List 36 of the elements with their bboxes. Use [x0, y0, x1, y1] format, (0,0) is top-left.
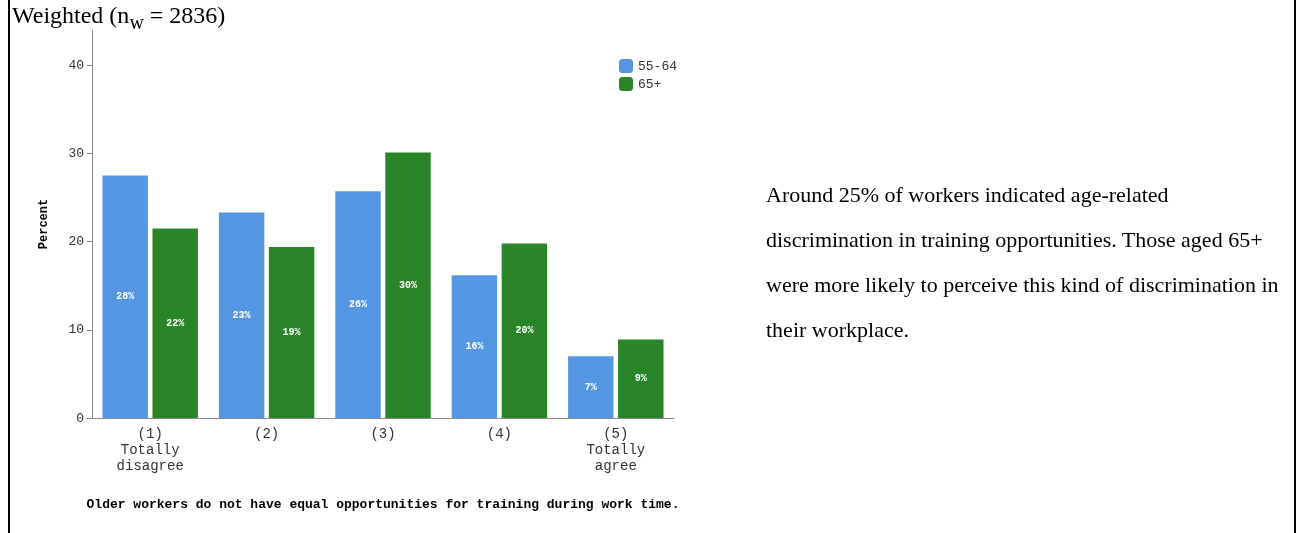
y-tick-label: 30 — [68, 145, 84, 161]
data-label: 7% — [584, 381, 597, 393]
data-label: 28% — [116, 291, 135, 303]
legend-label: 65+ — [637, 76, 662, 92]
x-tick-label: (5) Totally agree — [586, 426, 646, 474]
data-label: 20% — [515, 325, 534, 337]
data-label: 26% — [348, 299, 368, 311]
legend-label: 55-64 — [637, 58, 678, 74]
y-tick-label: 40 — [68, 57, 84, 73]
x-tick-label: (2) — [253, 426, 280, 442]
data-label: 23% — [232, 309, 251, 321]
y-axis-title: Percent — [37, 198, 51, 250]
bar — [618, 339, 664, 418]
x-axis-title: Older workers do not have equal opportunities for training during work time. — [86, 496, 680, 512]
data-label: 16% — [465, 341, 484, 353]
y-tick-label: 20 — [68, 234, 84, 250]
y-tick-label: 10 — [68, 322, 84, 338]
bar — [218, 212, 265, 418]
chart-title: Weighted (n$_{w}$ = 2836) — [12, 2, 226, 34]
bar — [268, 246, 315, 418]
bar — [152, 228, 198, 418]
data-label: 19% — [282, 326, 301, 338]
text: Around 25% of workers indicated age-related discrimination in training opportunities. Those aged 65+ were more likely to perceive this kind of discrimination in their workplace. — [766, 181, 1280, 344]
y-tick-label: 0 — [76, 410, 84, 426]
data-label: 30% — [398, 279, 418, 291]
data-label: 22% — [166, 317, 185, 329]
bar — [102, 175, 148, 418]
x-tick-label: (4) — [486, 426, 513, 442]
x-tick-label: (3) — [370, 426, 396, 442]
x-tick-label: (1) Totally disagree — [116, 426, 184, 474]
bar — [335, 191, 381, 418]
bar — [451, 275, 498, 418]
data-label: 9% — [634, 373, 647, 385]
bar — [568, 356, 614, 418]
bar — [501, 243, 548, 418]
bar — [385, 152, 431, 418]
